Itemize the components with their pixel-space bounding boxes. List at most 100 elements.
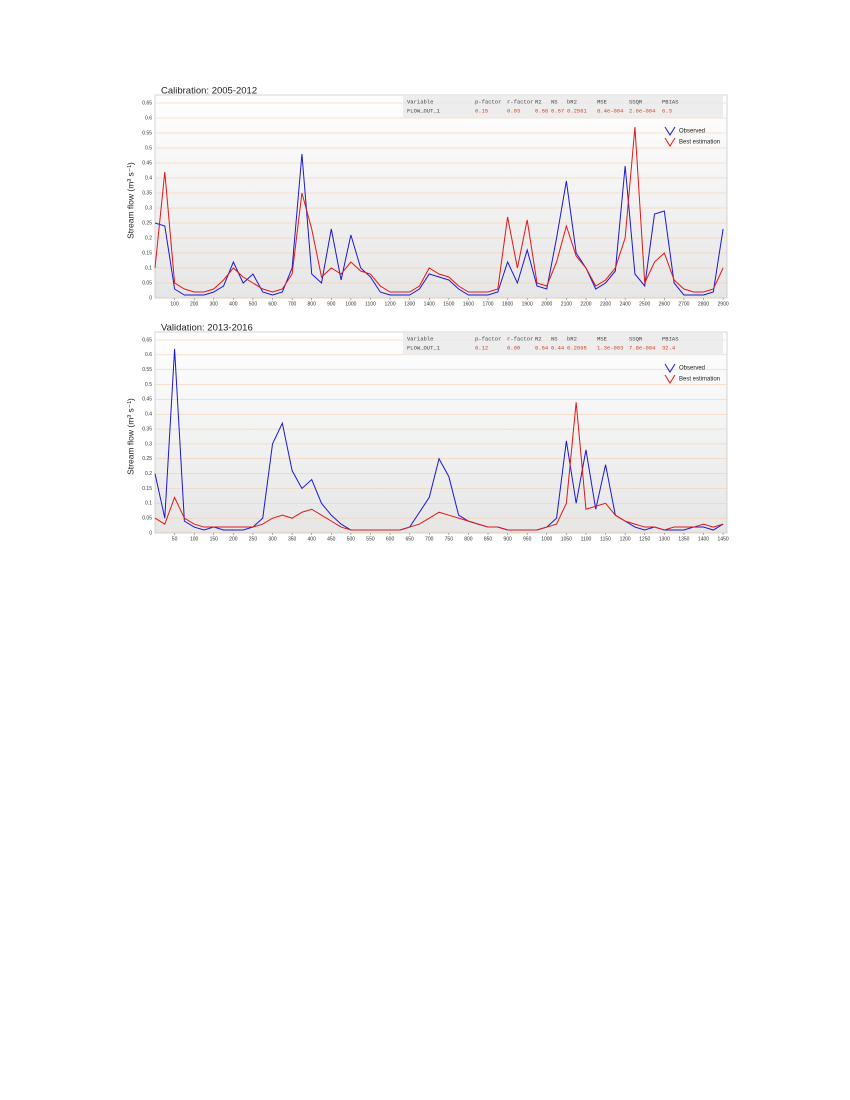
stats-header: R2 [535, 98, 542, 105]
x-tick-label: 1450 [718, 536, 729, 542]
x-tick-label: 1000 [541, 536, 552, 542]
x-tick-label: 1150 [600, 536, 611, 542]
y-tick-label: 0.35 [142, 426, 152, 432]
stats-header: MSE [597, 98, 608, 105]
stats-header: PBIAS [662, 335, 679, 342]
data-line [154, 126, 724, 293]
x-tick-label: 1600 [463, 301, 474, 307]
stats-header: bR2 [567, 335, 577, 342]
stats-header: PBIAS [662, 98, 679, 105]
y-tick-label: 0.4 [145, 175, 152, 181]
stats-cell: 2.6e-004 [629, 107, 656, 114]
y-axis-label: Stream flow (m³ s⁻¹) [125, 398, 135, 475]
stats-cell: 6.3 [662, 107, 672, 114]
y-tick-label: 0.15 [142, 486, 152, 492]
x-tick-label: 500 [249, 301, 258, 307]
y-tick-label: 0 [149, 530, 152, 536]
stats-header: p-factor [475, 335, 501, 342]
x-tick-label: 2900 [718, 301, 729, 307]
y-tick-label: 0.55 [142, 130, 152, 136]
x-tick-label: 1250 [639, 536, 650, 542]
stats-cell: 0.12 [475, 344, 488, 351]
x-tick-label: 150 [210, 536, 219, 542]
legend-swatch [664, 374, 676, 384]
x-tick-label: 1100 [365, 301, 376, 307]
x-tick-label: 100 [170, 301, 179, 307]
stats-cell: 0.2561 [567, 107, 588, 114]
x-tick-label: 900 [503, 536, 512, 542]
stats-cell: 32.4 [662, 344, 676, 351]
x-tick-label: 300 [210, 301, 219, 307]
x-tick-label: 450 [327, 536, 336, 542]
plot-area [154, 331, 728, 534]
stats-header: Variable [407, 335, 433, 342]
stats-box [403, 96, 723, 118]
x-tick-label: 1300 [404, 301, 415, 307]
stats-header: R2 [535, 335, 542, 342]
y-tick-label: 0.3 [145, 205, 152, 211]
y-tick-label: 0.15 [142, 250, 152, 256]
y-tick-label: 0.05 [142, 280, 152, 286]
x-tick-label: 1400 [698, 536, 709, 542]
y-tick-label: 0.5 [145, 382, 152, 388]
x-tick-label: 650 [405, 536, 414, 542]
x-tick-label: 1500 [443, 301, 454, 307]
x-tick-label: 250 [249, 536, 258, 542]
chart-title: Validation: 2013-2016 [161, 323, 253, 334]
y-tick-label: 0.35 [142, 190, 152, 196]
stats-header: p-factor [475, 98, 501, 105]
plot-area [154, 94, 728, 299]
x-tick-label: 1100 [581, 536, 592, 542]
stats-box [403, 333, 723, 355]
x-tick-label: 50 [172, 536, 178, 542]
y-tick-label: 0.45 [142, 160, 152, 166]
stats-header: SSQR [629, 335, 643, 342]
x-tick-label: 100 [190, 536, 199, 542]
x-tick-label: 800 [308, 301, 317, 307]
stats-cell: 0.57 [551, 107, 564, 114]
x-tick-label: 2000 [541, 301, 552, 307]
legend-label: Best estimation [679, 140, 720, 146]
x-tick-label: 950 [523, 536, 532, 542]
stats-cell: FLOW_OUT_1 [407, 107, 441, 114]
legend-label: Observed [679, 129, 705, 135]
x-tick-label: 400 [308, 536, 317, 542]
stats-header: bR2 [567, 98, 577, 105]
x-tick-label: 850 [484, 536, 493, 542]
stats-header: SSQR [629, 98, 643, 105]
x-tick-label: 600 [268, 301, 277, 307]
stats-cell: 7.8e-004 [629, 344, 656, 351]
x-tick-label: 1200 [385, 301, 396, 307]
stats-header: r-factor [507, 98, 533, 105]
stats-cell: 0.58 [535, 107, 548, 114]
x-tick-label: 600 [386, 536, 395, 542]
x-tick-label: 1800 [502, 301, 513, 307]
x-tick-label: 550 [366, 536, 375, 542]
legend-swatch [664, 137, 676, 147]
stats-cell: 8.4e-004 [597, 107, 624, 114]
x-tick-label: 2100 [561, 301, 572, 307]
stats-header: MSE [597, 335, 608, 342]
y-tick-label: 0.65 [142, 100, 152, 106]
legend-label: Observed [679, 366, 705, 372]
legend-swatch [664, 363, 676, 373]
x-tick-label: 1400 [424, 301, 435, 307]
x-tick-label: 1000 [345, 301, 356, 307]
y-tick-label: 0.2 [145, 235, 152, 241]
stats-cell: 0.44 [551, 344, 565, 351]
x-tick-label: 400 [229, 301, 238, 307]
stats-cell: FLOW_OUT_1 [407, 344, 441, 351]
chart-title: Calibration: 2005-2012 [161, 86, 257, 97]
x-tick-label: 2500 [639, 301, 650, 307]
y-tick-label: 0.1 [145, 265, 152, 271]
stats-header: NS [551, 98, 558, 105]
x-tick-label: 2200 [580, 301, 591, 307]
y-tick-label: 0.6 [145, 115, 152, 121]
y-tick-label: 0.55 [142, 367, 152, 373]
y-tick-label: 0.4 [145, 412, 152, 418]
stats-cell: 0.03 [507, 107, 520, 114]
y-tick-label: 0 [149, 295, 152, 301]
x-tick-label: 1700 [482, 301, 493, 307]
x-tick-label: 2800 [698, 301, 709, 307]
stats-cell: 0.2095 [567, 344, 587, 351]
